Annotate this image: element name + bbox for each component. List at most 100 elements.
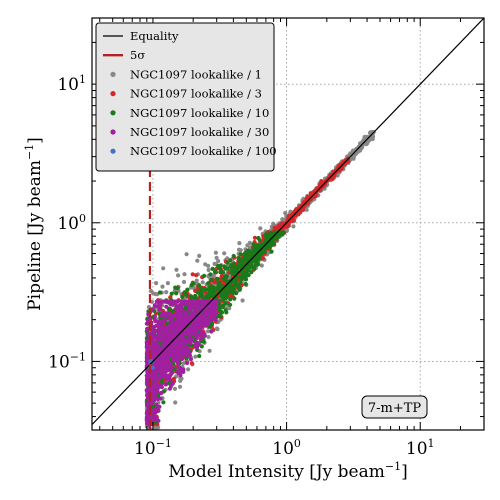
- point-series-4: [175, 299, 180, 304]
- point-series-4: [198, 337, 203, 342]
- point-series-4: [160, 299, 165, 304]
- point-series-1: [172, 386, 178, 391]
- point-series-4: [171, 326, 176, 331]
- point-series-4: [163, 328, 168, 333]
- point-series-3: [231, 253, 236, 259]
- point-series-4: [167, 364, 173, 369]
- legend-label-3: NGC1097 lookalike / 3: [130, 87, 262, 101]
- point-series-3: [219, 304, 224, 309]
- point-series-3: [263, 232, 269, 237]
- point-series-4: [209, 329, 214, 334]
- point-series-3: [243, 275, 248, 280]
- point-series-3: [254, 244, 259, 249]
- point-series-3: [234, 284, 240, 289]
- point-series-4: [175, 322, 180, 327]
- point-series-2: [339, 165, 344, 170]
- point-series-3: [161, 400, 166, 405]
- point-series-3: [216, 264, 221, 269]
- point-series-4: [147, 387, 152, 392]
- point-series-2: [189, 361, 194, 366]
- point-series-1: [181, 279, 187, 285]
- point-series-2: [286, 223, 291, 228]
- point-series-3: [157, 290, 163, 295]
- point-series-4: [187, 303, 192, 308]
- point-series-1: [165, 281, 170, 286]
- point-series-4: [177, 308, 182, 313]
- legend-label-1: 5σ: [130, 48, 145, 62]
- x-axis-title: Model Intensity [Jy beam−1]: [168, 460, 407, 482]
- point-series-4: [162, 353, 167, 358]
- point-series-4: [174, 349, 179, 354]
- point-series-4: [157, 307, 162, 312]
- point-series-4: [154, 379, 159, 384]
- point-series-3: [228, 258, 233, 263]
- point-series-3: [173, 285, 178, 290]
- point-series-4: [155, 384, 160, 389]
- point-series-1: [206, 267, 211, 273]
- point-series-1: [212, 261, 217, 266]
- point-series-3: [258, 250, 264, 255]
- point-series-3: [231, 264, 236, 269]
- point-series-4: [165, 357, 170, 362]
- point-series-4: [166, 336, 171, 341]
- point-series-4: [184, 313, 189, 318]
- legend-label-5: NGC1097 lookalike / 30: [130, 125, 269, 139]
- point-series-3: [197, 283, 202, 288]
- point-series-3: [197, 353, 202, 359]
- point-series-1: [258, 226, 263, 231]
- point-series-1: [205, 329, 210, 334]
- point-series-3: [228, 297, 233, 302]
- point-series-4: [196, 342, 201, 347]
- legend-marker-5: [110, 129, 116, 135]
- point-series-1: [194, 278, 199, 283]
- point-series-4: [188, 307, 193, 312]
- point-series-4: [174, 358, 179, 363]
- point-series-1: [213, 250, 218, 255]
- point-series-4: [163, 339, 168, 344]
- point-series-4: [188, 357, 193, 362]
- point-series-1: [173, 400, 178, 405]
- point-series-3: [216, 282, 221, 287]
- point-series-3: [212, 269, 218, 275]
- point-series-3: [221, 297, 226, 302]
- point-series-2: [168, 295, 173, 300]
- point-series-4: [158, 336, 163, 341]
- point-series-4: [156, 304, 161, 309]
- point-series-3: [227, 289, 232, 294]
- point-series-2: [252, 235, 257, 240]
- point-series-4: [185, 360, 190, 366]
- point-series-4: [179, 302, 185, 307]
- point-series-1: [178, 378, 183, 383]
- point-series-3: [184, 292, 189, 297]
- point-series-3: [230, 268, 235, 273]
- point-series-1: [358, 148, 363, 153]
- point-series-4: [163, 299, 169, 304]
- point-series-1: [280, 217, 285, 222]
- point-series-3: [254, 260, 259, 265]
- point-series-3: [180, 294, 185, 299]
- point-series-1: [176, 273, 181, 278]
- point-series-3: [239, 275, 244, 280]
- point-series-4: [156, 343, 161, 348]
- x-tick-label-2: 101: [406, 437, 435, 459]
- point-series-3: [195, 290, 200, 295]
- point-series-4: [160, 319, 165, 324]
- configuration-annotation: 7-m+TP: [361, 395, 428, 419]
- point-series-4: [154, 402, 159, 407]
- point-series-4: [154, 328, 159, 333]
- point-series-4: [170, 381, 175, 386]
- point-series-1: [186, 367, 191, 372]
- point-series-4: [211, 317, 216, 322]
- point-series-4: [184, 353, 189, 358]
- point-series-4: [148, 345, 153, 350]
- point-series-4: [152, 303, 157, 308]
- point-series-4: [147, 373, 152, 379]
- point-series-3: [238, 280, 243, 285]
- annotation-box: [361, 395, 428, 419]
- point-series-3: [215, 276, 220, 281]
- point-series-4: [152, 314, 157, 319]
- point-series-4: [182, 331, 187, 336]
- point-series-1: [366, 138, 371, 143]
- point-series-3: [201, 339, 206, 344]
